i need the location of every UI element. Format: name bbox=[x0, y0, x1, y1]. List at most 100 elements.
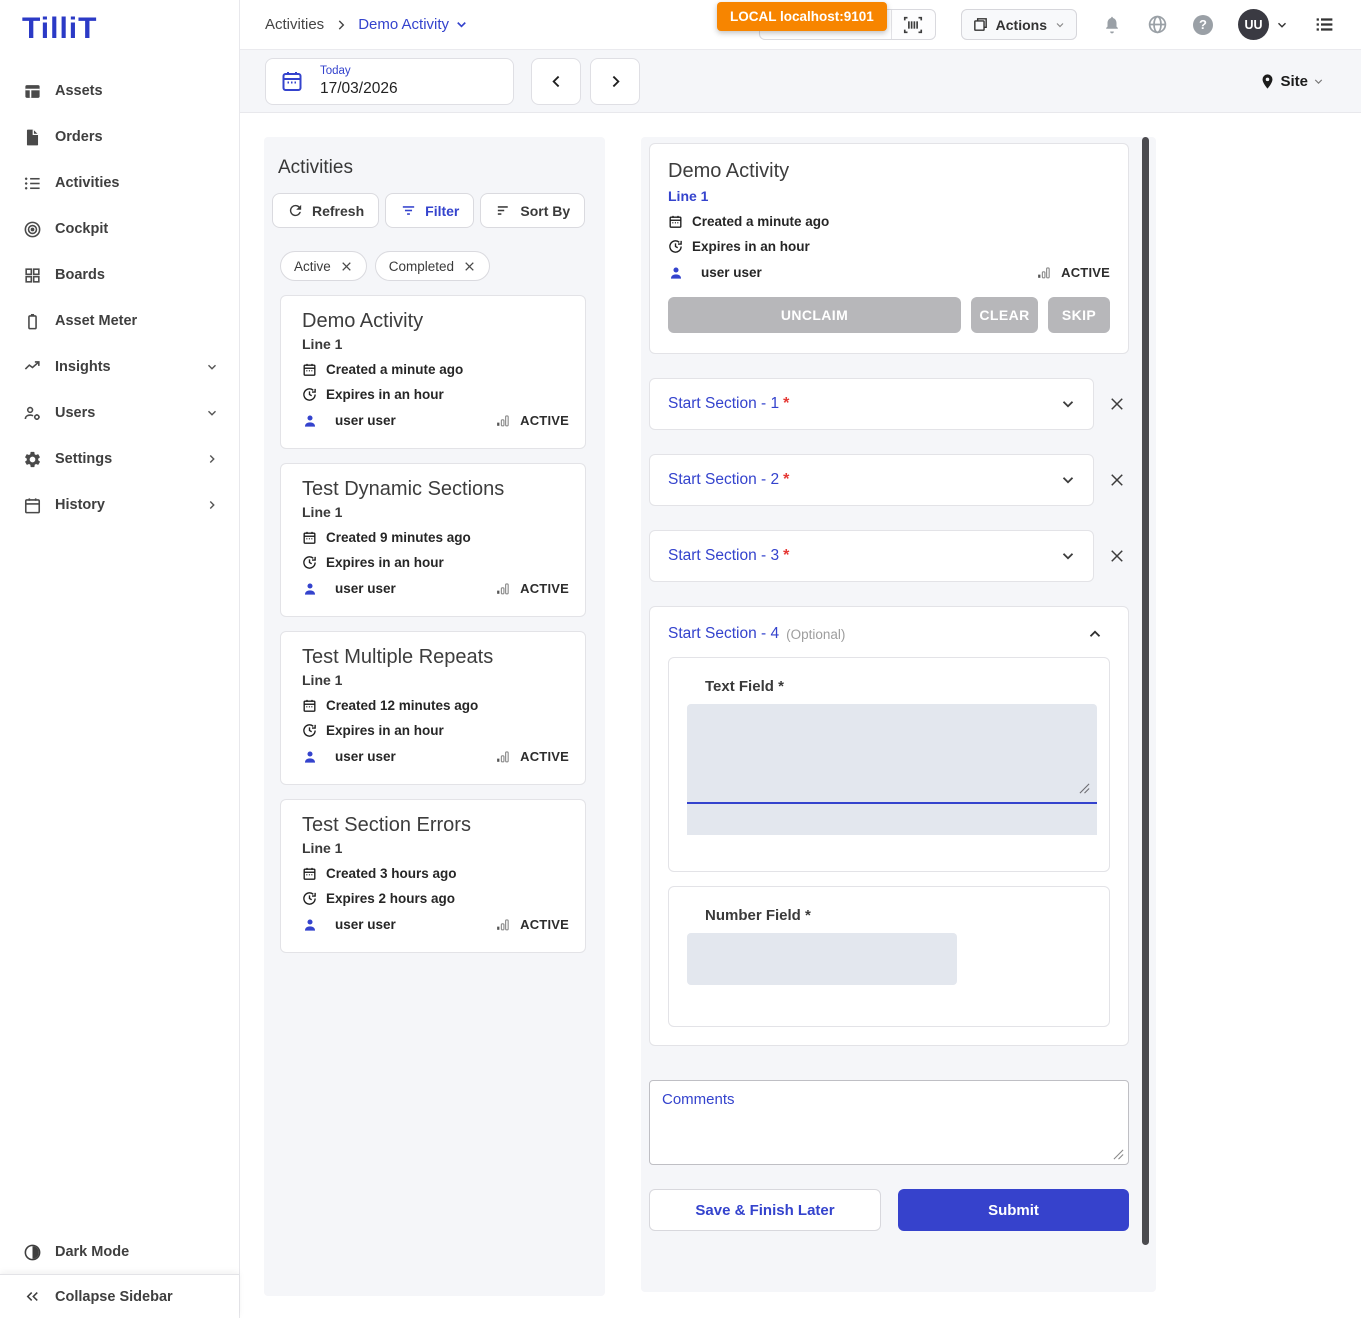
top-bar: Activities Demo Activity LOCAL localhost… bbox=[240, 0, 1361, 50]
previous-day-button[interactable] bbox=[531, 57, 581, 105]
sidebar-item-settings[interactable]: Settings bbox=[0, 436, 239, 482]
collapse-sidebar-button[interactable]: Collapse Sidebar bbox=[0, 1274, 239, 1318]
dark-mode-toggle[interactable]: Dark Mode bbox=[0, 1230, 239, 1274]
sidebar-item-label: History bbox=[55, 497, 105, 513]
expires-text: Expires in an hour bbox=[326, 555, 444, 570]
activity-title: Demo Activity bbox=[302, 310, 424, 332]
created-text: Created 9 minutes ago bbox=[326, 530, 471, 545]
list-menu-icon bbox=[1316, 18, 1333, 31]
scrollbar[interactable] bbox=[1142, 137, 1149, 1245]
user-icon bbox=[302, 413, 317, 428]
calendar-icon bbox=[23, 496, 42, 515]
section-1-header[interactable]: Start Section - 1 * bbox=[649, 378, 1095, 430]
gear-icon bbox=[23, 450, 42, 469]
update-clock-icon bbox=[302, 891, 317, 906]
breadcrumb-parent[interactable]: Activities bbox=[265, 16, 325, 33]
chip-completed[interactable]: Completed bbox=[374, 251, 491, 281]
chip-active[interactable]: Active bbox=[280, 251, 367, 281]
section-3-header[interactable]: Start Section - 3 * bbox=[649, 530, 1095, 582]
sidebar-item-orders[interactable]: Orders bbox=[0, 114, 239, 160]
text-field-label: Text Field * bbox=[705, 678, 784, 695]
status-text: ACTIVE bbox=[520, 917, 569, 932]
activity-card[interactable]: Test Multiple Repeats Line 1 Created 12 … bbox=[280, 631, 586, 785]
section-4-header[interactable]: Start Section - 4 (Optional) bbox=[650, 607, 1128, 657]
logo-text: TilliT bbox=[22, 12, 98, 45]
status-badge: ACTIVE bbox=[1036, 264, 1110, 281]
activity-title: Test Section Errors bbox=[302, 814, 471, 836]
remove-section-button[interactable] bbox=[1105, 468, 1129, 492]
sort-by-button[interactable]: Sort By bbox=[480, 193, 586, 228]
actions-label: Actions bbox=[995, 16, 1047, 33]
section-2-header[interactable]: Start Section - 2 * bbox=[649, 454, 1095, 506]
panel-title: Activities bbox=[278, 157, 353, 178]
section-label: Start Section - 2 bbox=[668, 471, 780, 488]
unclaim-button[interactable]: UNCLAIM bbox=[668, 297, 961, 333]
notifications-bell-button[interactable] bbox=[1102, 15, 1122, 35]
number-field-card: Number Field * bbox=[668, 886, 1110, 1027]
remove-section-button[interactable] bbox=[1105, 544, 1129, 568]
skip-button[interactable]: SKIP bbox=[1048, 297, 1110, 333]
battery-icon bbox=[23, 312, 42, 331]
section-label: Start Section - 4 bbox=[668, 625, 780, 642]
sidebar-item-insights[interactable]: Insights bbox=[0, 344, 239, 390]
list-menu-button[interactable] bbox=[1314, 14, 1335, 35]
chip-remove-button[interactable] bbox=[463, 260, 476, 273]
sidebar-item-label: Cockpit bbox=[55, 221, 109, 237]
tillit-logo: TilliT bbox=[0, 0, 239, 58]
refresh-button[interactable]: Refresh bbox=[272, 193, 380, 228]
form-actions: Save & Finish Later Submit bbox=[649, 1189, 1129, 1231]
actions-button[interactable]: Actions bbox=[960, 9, 1077, 40]
activity-detail-panel: Demo Activity Line 1 Created a minute ag… bbox=[641, 137, 1156, 1292]
user-icon bbox=[668, 265, 683, 280]
update-clock-icon bbox=[668, 239, 683, 254]
breadcrumb-current[interactable]: Demo Activity bbox=[358, 16, 469, 33]
site-selector[interactable]: Site bbox=[1259, 73, 1325, 90]
comments-textarea[interactable]: Comments bbox=[649, 1080, 1129, 1165]
resize-grip-icon bbox=[1113, 1149, 1124, 1160]
chevron-down-icon bbox=[1059, 395, 1077, 413]
activities-list-panel: Activities Refresh Filter Sort By Active… bbox=[264, 137, 605, 1296]
sidebar-item-label: Boards bbox=[55, 267, 105, 283]
user-menu[interactable]: UU bbox=[1238, 9, 1289, 40]
created-text: Created a minute ago bbox=[692, 214, 830, 229]
sidebar-item-assets[interactable]: Assets bbox=[0, 68, 239, 114]
save-finish-later-button[interactable]: Save & Finish Later bbox=[649, 1189, 881, 1231]
detail-line: Line 1 bbox=[668, 188, 709, 204]
user-icon bbox=[302, 917, 317, 932]
sidebar-item-history[interactable]: History bbox=[0, 482, 239, 528]
activity-card[interactable]: Test Section Errors Line 1 Created 3 hou… bbox=[280, 799, 586, 953]
orders-icon bbox=[23, 128, 42, 147]
barcode-scan-button[interactable] bbox=[890, 10, 935, 39]
language-globe-button[interactable] bbox=[1147, 14, 1168, 35]
sidebar-item-users[interactable]: Users bbox=[0, 390, 239, 436]
bar-chart-icon bbox=[1038, 267, 1050, 279]
clear-button[interactable]: CLEAR bbox=[971, 297, 1038, 333]
required-asterisk: * bbox=[783, 547, 790, 564]
chip-remove-button[interactable] bbox=[340, 260, 353, 273]
help-button[interactable]: ? bbox=[1193, 14, 1213, 35]
resize-grip-icon bbox=[1079, 783, 1090, 794]
activity-card[interactable]: Test Dynamic Sections Line 1 Created 9 m… bbox=[280, 463, 586, 617]
filter-button[interactable]: Filter bbox=[385, 193, 475, 228]
chevron-down-icon bbox=[1056, 22, 1064, 27]
activity-title: Test Dynamic Sections bbox=[302, 478, 505, 500]
activity-card[interactable]: Demo Activity Line 1 Created a minute ag… bbox=[280, 295, 586, 449]
text-field-textarea[interactable] bbox=[687, 704, 1097, 835]
sidebar-item-cockpit[interactable]: Cockpit bbox=[0, 206, 239, 252]
number-field-input[interactable] bbox=[687, 933, 957, 985]
submit-button[interactable]: Submit bbox=[898, 1189, 1129, 1231]
date-picker[interactable]: Today 17/03/2026 bbox=[265, 57, 514, 105]
remove-section-button[interactable] bbox=[1105, 392, 1129, 416]
sidebar-item-boards[interactable]: Boards bbox=[0, 252, 239, 298]
calendar-icon bbox=[302, 362, 317, 377]
activity-line: Line 1 bbox=[302, 840, 343, 856]
chevron-up-icon bbox=[1086, 625, 1104, 643]
sidebar-item-activities[interactable]: Activities bbox=[0, 160, 239, 206]
filter-icon bbox=[402, 206, 415, 215]
filter-chips: Active Completed bbox=[280, 251, 586, 281]
sidebar-item-asset-meter[interactable]: Asset Meter bbox=[0, 298, 239, 344]
insights-icon bbox=[23, 358, 42, 377]
next-day-button[interactable] bbox=[590, 57, 640, 105]
dark-mode-icon bbox=[23, 1243, 42, 1262]
today-label: Today bbox=[320, 65, 351, 78]
